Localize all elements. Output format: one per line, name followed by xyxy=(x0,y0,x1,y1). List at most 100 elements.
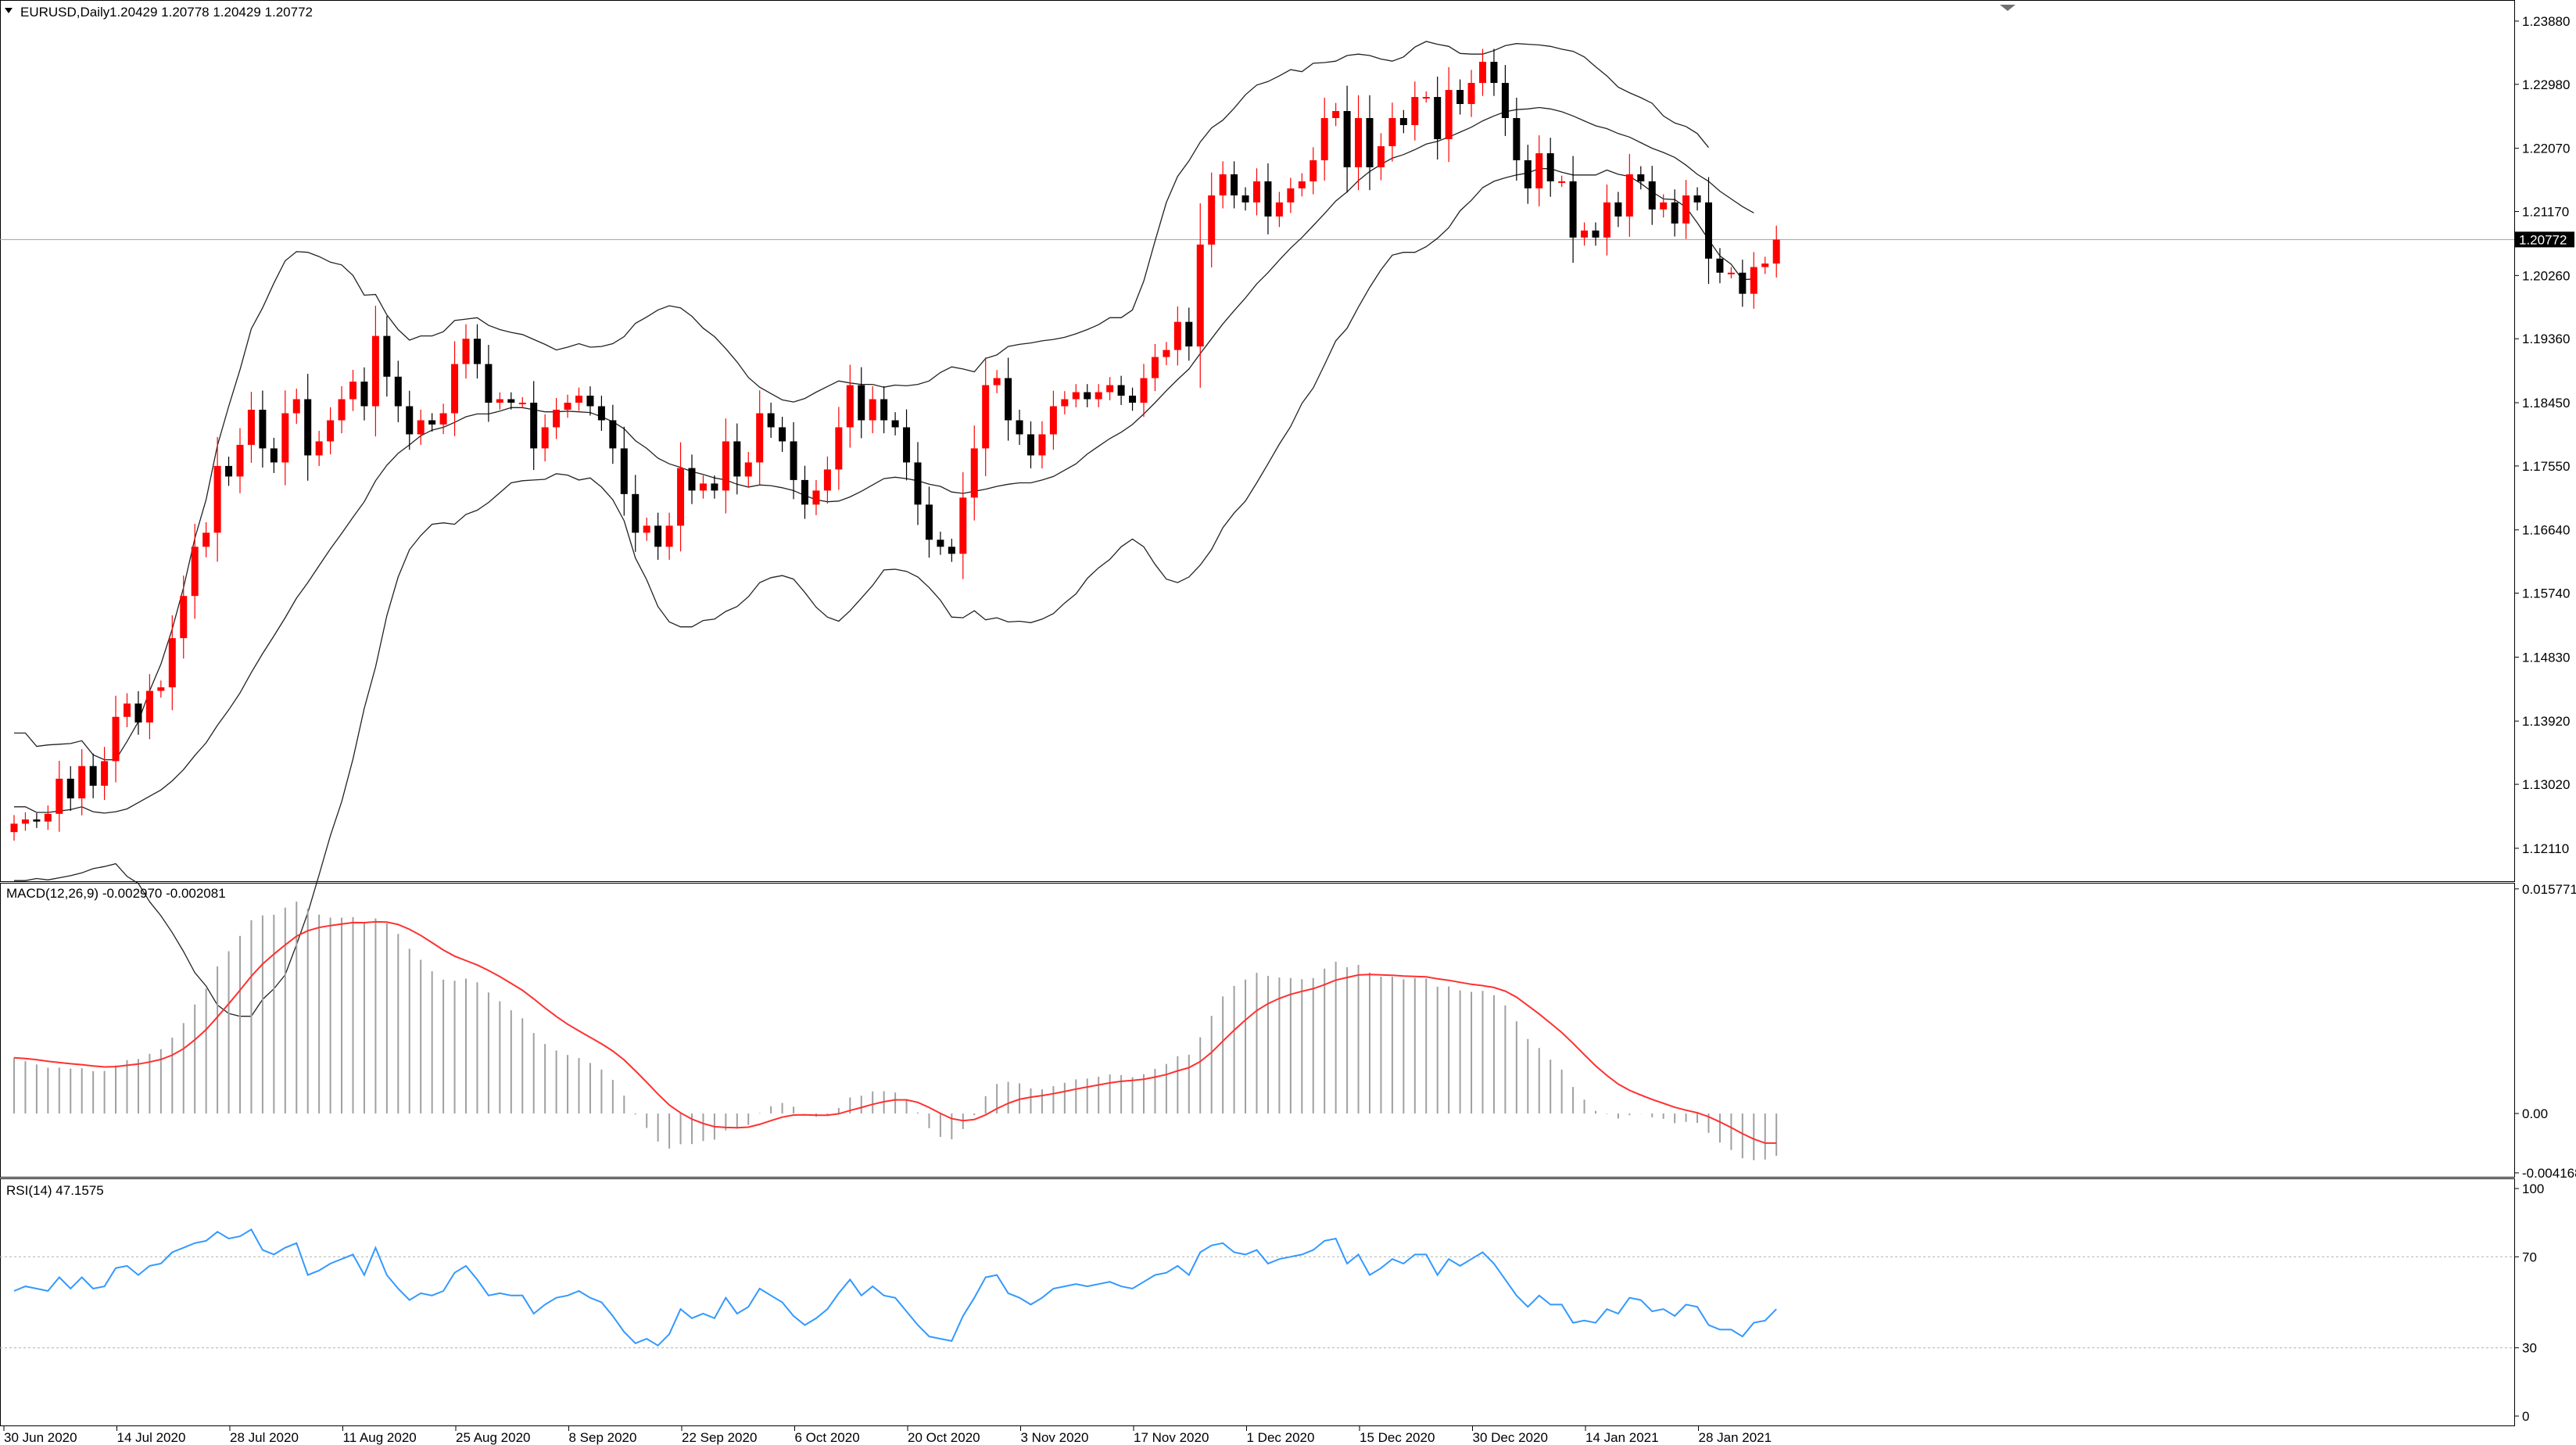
candle-body xyxy=(1445,90,1453,139)
candle-body xyxy=(21,819,29,824)
date-label: 30 Dec 2020 xyxy=(1473,1430,1548,1445)
candle-body xyxy=(101,761,109,786)
price-tick-label: 1.23880 xyxy=(2522,14,2570,29)
price-tick-label: 1.18450 xyxy=(2522,396,2570,411)
candle-body xyxy=(10,823,18,833)
macd-signal-line xyxy=(13,920,1777,1144)
date-label: 25 Aug 2020 xyxy=(456,1430,530,1445)
candle-body xyxy=(1660,202,1668,210)
candle-body xyxy=(507,399,515,403)
last-price-value: 1.20772 xyxy=(2519,232,2567,247)
candle-body xyxy=(1524,160,1532,188)
candle-body xyxy=(1399,117,1407,125)
candle-body xyxy=(609,420,617,449)
candle-body xyxy=(1027,434,1034,456)
candle-body xyxy=(1546,152,1554,181)
rsi-levels xyxy=(0,1256,2514,1349)
candle-body xyxy=(78,766,86,799)
candle-body xyxy=(304,399,312,456)
candle-body xyxy=(1072,392,1080,400)
candle-body xyxy=(213,465,221,533)
candle-body xyxy=(1750,267,1757,294)
price-tick-label: 1.22070 xyxy=(2522,142,2570,156)
candle-body xyxy=(993,378,1001,385)
candle-body xyxy=(89,766,97,786)
candle-body xyxy=(688,468,696,491)
candle-body xyxy=(1366,117,1374,167)
candle-body xyxy=(1648,181,1656,210)
candle-body xyxy=(1049,406,1057,435)
candle-body xyxy=(1434,97,1442,139)
candle-body xyxy=(1625,174,1633,217)
macd-tick-label: -0.004168 xyxy=(2522,1166,2576,1181)
candle-body xyxy=(1355,117,1363,167)
ohlc-label: 1.20429 1.20778 1.20429 1.20772 xyxy=(109,5,313,20)
candle-body xyxy=(1140,378,1148,403)
candle-body xyxy=(699,483,707,491)
candle-body xyxy=(462,339,470,364)
candle-body xyxy=(157,687,165,691)
candle-body xyxy=(823,469,831,491)
candle-body xyxy=(1739,272,1747,294)
candle-body xyxy=(880,399,888,421)
candle-body xyxy=(575,396,582,403)
price-tick-label: 1.21170 xyxy=(2522,205,2569,220)
candle-body xyxy=(1569,181,1577,238)
candle-body xyxy=(1309,160,1317,181)
date-label: 15 Dec 2020 xyxy=(1360,1430,1435,1445)
rsi-pane[interactable]: 100 70 30 0 RSI(14) 47.1575 xyxy=(0,1178,2544,1426)
candle-body xyxy=(1129,396,1137,403)
candle-body xyxy=(914,462,922,505)
price-axis: 1.23880 1.22980 1.22070 1.21170 1.20260 1.193… xyxy=(2514,14,2570,856)
candle-body xyxy=(812,490,820,505)
candle-body xyxy=(1038,434,1046,456)
candle-body xyxy=(473,339,481,364)
candle-body xyxy=(643,525,650,533)
date-label: 28 Jul 2020 xyxy=(230,1430,299,1445)
last-price-badge-bg xyxy=(2515,231,2574,248)
rsi-title: RSI(14) 47.1575 xyxy=(6,1183,104,1198)
candle-body xyxy=(518,403,526,405)
candle-body xyxy=(1061,399,1069,407)
date-label: 1 Dec 2020 xyxy=(1247,1430,1315,1445)
candle-body xyxy=(586,396,594,407)
price-tick-label: 1.15740 xyxy=(2522,586,2570,601)
last-price-badge: 1.20772 xyxy=(2515,231,2574,248)
candlesticks xyxy=(10,48,1780,841)
candle-body xyxy=(530,403,538,449)
candle-body xyxy=(1275,202,1283,217)
collapse-triangle-icon[interactable] xyxy=(5,8,13,13)
candle-body xyxy=(417,420,425,435)
candle-body xyxy=(247,410,255,445)
candle-body xyxy=(1343,111,1351,167)
price-pane[interactable]: 1.23880 1.22980 1.22070 1.21170 1.20260 1.193… xyxy=(0,0,2574,1017)
candle-body xyxy=(338,399,346,421)
date-label: 20 Oct 2020 xyxy=(908,1430,980,1445)
price-tick-label: 1.19360 xyxy=(2522,332,2570,346)
rsi-tick-label: 30 xyxy=(2522,1341,2537,1356)
candle-body xyxy=(145,690,153,722)
candle-body xyxy=(665,525,673,547)
macd-tick-label: 0.00 xyxy=(2522,1106,2548,1121)
candle-body xyxy=(970,448,978,498)
macd-histogram xyxy=(13,902,1778,1160)
candle-body xyxy=(383,335,391,377)
macd-pane[interactable]: 0.015771 0.00 -0.004168 MACD(12,26,9) -0.0… xyxy=(0,882,2576,1181)
shift-marker-icon[interactable] xyxy=(2000,5,2015,11)
candle-body xyxy=(767,413,775,428)
time-axis: 30 Jun 2020 14 Jul 2020 28 Jul 2020 11 Aug … xyxy=(3,1426,1772,1445)
macd-pane-frame xyxy=(0,883,2515,1178)
rsi-tick-label: 0 xyxy=(2522,1409,2529,1424)
candle-body xyxy=(1671,202,1679,224)
candle-body xyxy=(1501,83,1509,118)
candle-body xyxy=(451,364,459,414)
candle-body xyxy=(891,420,899,428)
candle-body xyxy=(1095,392,1102,400)
candle-body xyxy=(1614,202,1622,217)
candle-body xyxy=(1603,202,1610,238)
candle-body xyxy=(225,465,233,477)
candle-body xyxy=(1084,392,1091,400)
candle-body xyxy=(1761,264,1769,267)
candle-body xyxy=(1682,195,1690,224)
